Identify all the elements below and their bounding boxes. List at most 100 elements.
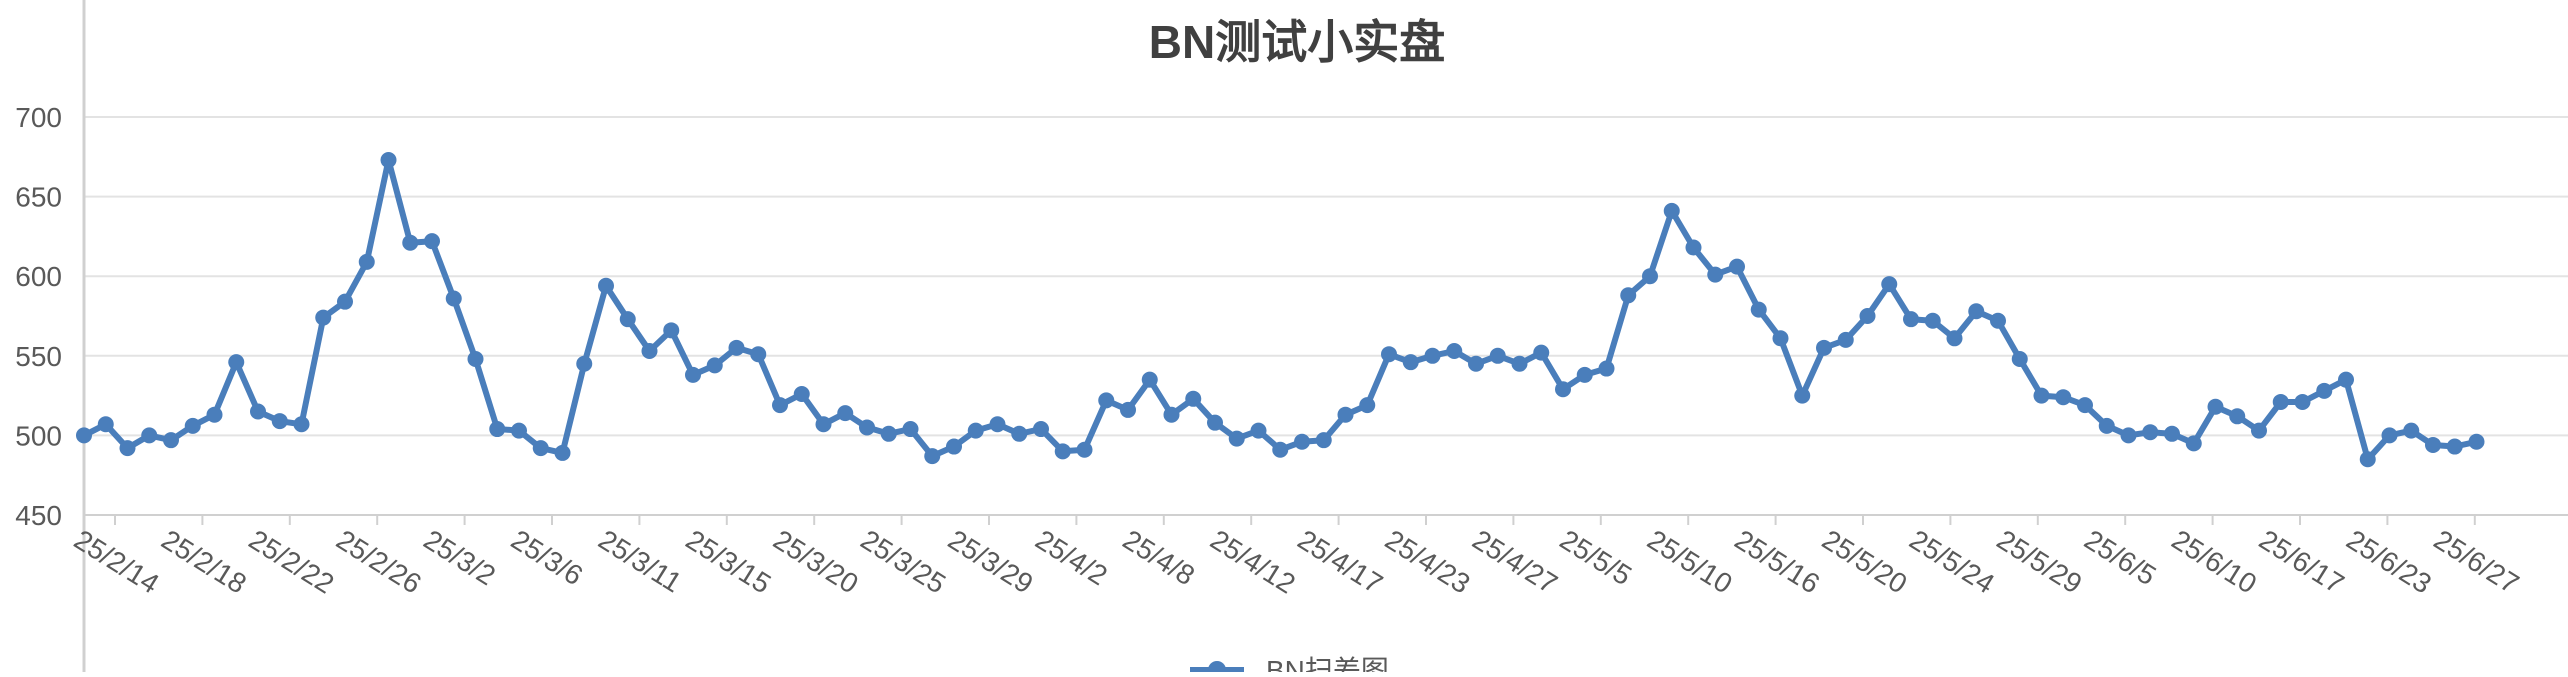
- series-line: [82, 157, 2478, 463]
- data-point: [250, 403, 266, 420]
- x-tick-label: 25/3/6: [506, 524, 588, 592]
- data-point: [1750, 301, 1767, 318]
- y-tick-label: 550: [15, 341, 62, 372]
- data-point: [1642, 268, 1658, 285]
- data-point: [1141, 371, 1158, 388]
- x-axis-tick-marks: [114, 515, 2476, 525]
- data-point: [1033, 421, 1049, 438]
- data-point: [728, 339, 745, 356]
- data-point: [228, 354, 245, 371]
- x-tick-label: 25/4/8: [1118, 524, 1200, 592]
- x-tick-label: 25/3/20: [768, 524, 864, 600]
- data-point: [946, 438, 962, 455]
- data-point: [1402, 354, 1419, 371]
- data-point: [119, 440, 136, 457]
- x-tick-label: 25/3/11: [593, 524, 687, 599]
- data-point: [2446, 438, 2463, 455]
- x-tick-label: 25/4/23: [1380, 524, 1476, 600]
- data-point: [2164, 425, 2180, 442]
- data-point: [1924, 312, 1941, 329]
- data-point: [1272, 441, 1289, 458]
- data-point: [967, 422, 984, 439]
- data-point: [1054, 443, 1071, 460]
- data-point: [206, 406, 223, 423]
- gridlines: [84, 116, 2568, 437]
- data-point: [2055, 389, 2072, 406]
- x-tick-label: 25/2/22: [244, 524, 340, 600]
- y-axis-tick-labels: 450 500 550 600 650 700: [15, 102, 62, 531]
- data-point: [1424, 347, 1441, 364]
- data-point: [685, 366, 701, 383]
- data-point: [2098, 417, 2115, 434]
- data-point: [163, 432, 179, 449]
- data-point: [837, 405, 854, 422]
- data-point: [1881, 276, 1898, 293]
- data-point: [1576, 366, 1593, 383]
- y-tick-label: 500: [15, 420, 62, 451]
- data-point: [859, 419, 875, 436]
- x-tick-label: 25/2/18: [156, 524, 252, 600]
- y-tick-label: 650: [15, 182, 62, 213]
- data-point: [1098, 392, 1115, 409]
- data-point: [1816, 339, 1832, 356]
- data-point: [880, 425, 897, 442]
- data-point: [1076, 441, 1093, 458]
- data-point: [1468, 355, 1484, 372]
- data-point: [424, 233, 440, 250]
- data-point: [1794, 387, 1811, 404]
- x-tick-label: 25/3/25: [855, 524, 951, 600]
- data-point: [1707, 266, 1724, 283]
- data-point: [2294, 393, 2311, 410]
- data-point: [97, 416, 114, 433]
- x-tick-label: 25/5/29: [1992, 524, 2088, 600]
- x-tick-label: 25/6/23: [2341, 524, 2437, 600]
- data-point: [1315, 432, 1332, 449]
- x-tick-label: 25/5/5: [1555, 524, 1637, 592]
- x-tick-label: 25/3/15: [681, 524, 777, 600]
- data-point: [2142, 424, 2159, 441]
- x-tick-label: 25/6/5: [2079, 524, 2161, 592]
- data-point: [706, 357, 723, 374]
- data-point: [1511, 355, 1528, 372]
- data-point: [511, 422, 527, 439]
- x-tick-label: 25/2/26: [331, 524, 427, 600]
- data-point: [989, 416, 1006, 433]
- data-point: [2381, 427, 2398, 444]
- data-point: [1163, 406, 1180, 423]
- x-tick-label: 25/6/27: [2429, 524, 2525, 600]
- data-point: [1837, 331, 1854, 348]
- data-point: [1968, 303, 1985, 320]
- x-tick-label: 25/4/17: [1292, 524, 1388, 600]
- data-point: [1903, 311, 1919, 328]
- x-tick-label: 25/3/29: [943, 524, 1039, 600]
- data-point: [2033, 387, 2050, 404]
- x-tick-label: 25/5/24: [1904, 524, 2000, 600]
- data-point: [380, 151, 397, 168]
- data-point: [1446, 343, 1463, 360]
- series-points: [76, 151, 2485, 468]
- data-point: [2316, 382, 2333, 399]
- data-point: [1598, 360, 1615, 377]
- legend-label: BN扫差图: [1266, 655, 1389, 672]
- data-point: [1120, 401, 1136, 418]
- data-point: [2251, 422, 2267, 439]
- data-point: [184, 417, 201, 434]
- data-point: [2338, 371, 2354, 388]
- data-point: [2425, 436, 2441, 453]
- legend-point-marker: [1208, 661, 1226, 677]
- y-tick-label: 600: [15, 261, 62, 292]
- data-point: [1489, 347, 1506, 364]
- chart-title: BN测试小实盘: [1149, 16, 1445, 68]
- data-point: [1620, 287, 1637, 304]
- data-point: [1185, 390, 1202, 407]
- data-point: [2272, 393, 2289, 410]
- data-point: [2359, 451, 2376, 468]
- data-point: [2207, 398, 2224, 415]
- data-point: [641, 343, 658, 360]
- data-point: [489, 421, 506, 438]
- data-point: [815, 416, 832, 433]
- data-point: [1228, 430, 1245, 447]
